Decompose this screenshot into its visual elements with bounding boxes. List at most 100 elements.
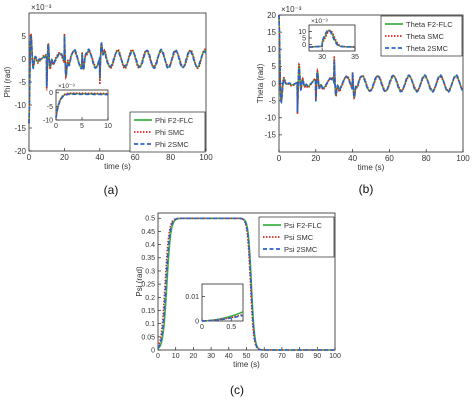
a-inset-x-tick-label: 0 bbox=[54, 123, 58, 130]
c-y-tick-label: 0.1 bbox=[145, 321, 155, 328]
b-inset-y-tick-label: 0 bbox=[302, 42, 306, 49]
c-inset-y-tick-label: 0.01 bbox=[185, 294, 199, 301]
caption-a: (a) bbox=[104, 183, 119, 197]
b-y-tick-label: -5 bbox=[269, 96, 277, 105]
c-series-psi-2smc bbox=[157, 217, 335, 351]
c-y-tick-label: 0.35 bbox=[141, 255, 155, 262]
a-y-axis-label: Phi (rad) bbox=[3, 66, 12, 97]
a-legend-label: Phi 2SMC bbox=[155, 140, 189, 149]
c-x-tick-label: 40 bbox=[225, 353, 233, 360]
c-x-axis-label: time (s) bbox=[233, 360, 260, 369]
a-inset-x-tick-label: 5 bbox=[80, 123, 84, 130]
b-y-tick-label: 5 bbox=[272, 62, 277, 71]
c-legend-box bbox=[258, 216, 335, 258]
b-y-tick-label: -10 bbox=[264, 114, 276, 123]
a-inset-exponent-label: ×10⁻³ bbox=[58, 83, 75, 90]
c-y-tick-label: 0.15 bbox=[141, 308, 155, 315]
b-inset-x-tick-label: 30 bbox=[318, 54, 326, 61]
a-legend-label: Phi SMC bbox=[155, 128, 185, 137]
c-x-tick-label: 0 bbox=[156, 353, 160, 360]
a-series-phi-smc bbox=[28, 33, 207, 124]
a-y-tick-label: -15 bbox=[14, 124, 26, 133]
caption-b: (b) bbox=[359, 182, 374, 196]
a-exponent-label: ×10⁻³ bbox=[31, 3, 52, 12]
a-y-tick-label: -20 bbox=[14, 147, 26, 156]
b-y-tick-label: 0 bbox=[272, 79, 277, 88]
c-inset-plot-frame bbox=[201, 283, 244, 322]
a-x-axis-label: time (s) bbox=[104, 162, 131, 171]
b-x-tick-label: 80 bbox=[422, 154, 431, 163]
c-legend-label: Psi 2SMC bbox=[284, 245, 318, 254]
b-x-tick-label: 20 bbox=[311, 154, 320, 163]
b-x-tick-label: 40 bbox=[348, 154, 357, 163]
c-y-tick-label: 0.2 bbox=[145, 295, 155, 302]
b-legend-label: Theta 2SMC bbox=[406, 44, 449, 53]
c-inset-x-tick-label: 0.5 bbox=[226, 324, 236, 331]
a-x-tick-label: 80 bbox=[166, 153, 175, 162]
c-x-tick-label: 100 bbox=[329, 353, 341, 360]
b-y-tick-label: 15 bbox=[267, 28, 276, 37]
b-inset-series-2smc bbox=[308, 29, 355, 48]
a-x-tick-label: 100 bbox=[199, 153, 213, 162]
c-x-tick-label: 20 bbox=[190, 353, 198, 360]
c-inset-y-tick-label: 0 bbox=[195, 318, 199, 325]
a-x-tick-label: 20 bbox=[60, 153, 69, 162]
a-legend-label: Phi F2-FLC bbox=[155, 116, 194, 125]
b-inset-x-tick-label: 35 bbox=[351, 54, 359, 61]
b-inset-exponent-label: ×10⁻³ bbox=[311, 18, 328, 25]
c-x-tick-label: 50 bbox=[243, 353, 251, 360]
b-inset-y-tick-label: 5 bbox=[302, 35, 306, 42]
c-y-tick-label: 0 bbox=[151, 347, 155, 354]
b-series-theta-2smc bbox=[278, 14, 464, 113]
b-x-tick-label: 0 bbox=[277, 154, 282, 163]
b-inset-y-tick-label: 10 bbox=[298, 29, 306, 36]
c-y-axis-label: Psi (rad) bbox=[135, 266, 144, 297]
c-x-tick-label: 60 bbox=[260, 353, 268, 360]
b-y-axis-label: Theta (rad) bbox=[256, 63, 265, 103]
a-inset-y-tick-label: -5 bbox=[47, 104, 53, 111]
a-y-tick-label: -5 bbox=[19, 78, 27, 87]
a-inset-series-2smc bbox=[55, 93, 108, 118]
b-y-tick-label: 10 bbox=[267, 45, 276, 54]
caption-c: (c) bbox=[230, 383, 244, 397]
c-inset-x-tick-label: 0 bbox=[200, 324, 204, 331]
b-x-axis-label: time (s) bbox=[358, 163, 385, 172]
b-y-tick-label: 20 bbox=[267, 11, 276, 20]
c-x-tick-label: 10 bbox=[172, 353, 180, 360]
c-y-tick-label: 0.5 bbox=[145, 216, 155, 223]
c-x-tick-label: 90 bbox=[313, 353, 321, 360]
c-y-tick-label: 0.45 bbox=[141, 229, 155, 236]
a-inset-y-tick-label: 0 bbox=[49, 90, 53, 97]
b-legend-label: Theta SMC bbox=[406, 32, 445, 41]
c-y-tick-label: 0.25 bbox=[141, 282, 155, 289]
a-y-tick-label: 5 bbox=[22, 32, 27, 41]
a-legend-box bbox=[129, 111, 206, 153]
b-y-tick-label: -15 bbox=[264, 131, 276, 140]
c-y-tick-label: 0.05 bbox=[141, 334, 155, 341]
a-x-tick-label: 40 bbox=[95, 153, 104, 162]
a-y-tick-label: -10 bbox=[14, 101, 26, 110]
c-x-tick-label: 70 bbox=[278, 353, 286, 360]
b-x-tick-label: 60 bbox=[385, 154, 394, 163]
chart-panel-c: 0 10 20 30 40 50 60 70 80 90 100 0 0.05 0.1 0.15 0.2 0.2… bbox=[135, 212, 341, 369]
a-x-tick-label: 0 bbox=[27, 153, 32, 162]
a-series-phi-2smc bbox=[28, 35, 207, 124]
c-y-tick-label: 0.4 bbox=[145, 242, 155, 249]
a-inset-y-tick-label: -10 bbox=[43, 117, 53, 124]
a-inset-series-smc bbox=[55, 92, 108, 117]
c-x-tick-label: 80 bbox=[296, 353, 304, 360]
a-x-tick-label: 60 bbox=[131, 153, 140, 162]
c-legend-label: Psi F2-FLC bbox=[284, 221, 323, 230]
c-inset-series-2smc bbox=[201, 314, 244, 322]
b-exponent-label: ×10⁻³ bbox=[281, 5, 302, 14]
b-x-tick-label: 100 bbox=[456, 154, 470, 163]
b-legend-label: Theta F2-FLC bbox=[406, 20, 453, 29]
c-y-tick-label: 0.3 bbox=[145, 268, 155, 275]
a-y-tick-label: 0 bbox=[22, 55, 27, 64]
c-legend-label: Psi SMC bbox=[284, 233, 314, 242]
a-inset-x-tick-label: 10 bbox=[104, 123, 112, 130]
c-x-tick-label: 30 bbox=[207, 353, 215, 360]
